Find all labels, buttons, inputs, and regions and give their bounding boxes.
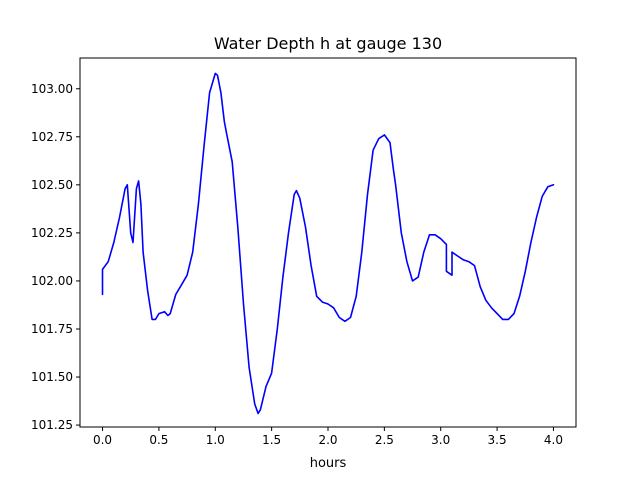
x-tick-label: 2.5 (375, 433, 394, 447)
x-axis-label: hours (310, 456, 347, 471)
y-tick-label: 102.75 (31, 130, 73, 144)
y-tick-label: 101.75 (31, 322, 73, 336)
chart-title: Water Depth h at gauge 130 (214, 34, 442, 53)
y-tick-label: 102.25 (31, 226, 73, 240)
x-tick-label: 2.0 (318, 433, 337, 447)
y-tick-label: 102.50 (31, 178, 73, 192)
y-tick-label: 102.00 (31, 274, 73, 288)
x-tick-label: 1.0 (206, 433, 225, 447)
x-tick-label: 3.5 (488, 433, 507, 447)
y-tick-label: 101.50 (31, 370, 73, 384)
x-tick-label: 3.0 (431, 433, 450, 447)
x-tick-label: 0.0 (93, 433, 112, 447)
x-tick-label: 4.0 (544, 433, 563, 447)
series-line-0 (101, 72, 555, 415)
y-tick-label: 103.00 (31, 82, 73, 96)
x-tick-label: 0.5 (149, 433, 168, 447)
y-tick-label: 101.25 (31, 418, 73, 432)
x-tick-label: 1.5 (262, 433, 281, 447)
